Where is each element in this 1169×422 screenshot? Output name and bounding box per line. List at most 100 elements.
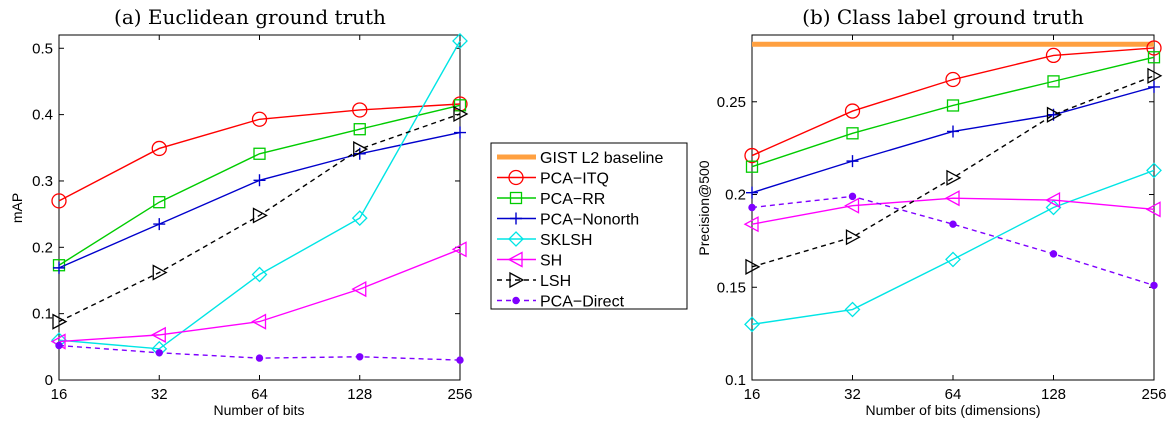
series-line (58, 104, 461, 266)
legend-box (490, 142, 688, 310)
y-tick-label: 0.1 (32, 306, 53, 323)
series-lsh (52, 105, 469, 330)
series-pca-direct (748, 192, 1158, 290)
x-axis-label: Number of bits (213, 402, 304, 418)
data-point (153, 218, 166, 231)
y-tick-label: 0.4 (32, 107, 53, 124)
data-point (150, 326, 166, 343)
data-point (745, 258, 761, 275)
legend-entry: SKLSH (497, 231, 592, 249)
plot-area-frame (58, 34, 461, 381)
data-point (846, 127, 859, 140)
data-point (844, 197, 860, 214)
y-tick-label: 0.5 (32, 40, 53, 57)
data-point (251, 313, 267, 330)
legend-marker (507, 251, 523, 268)
data-point (1147, 51, 1161, 64)
legend-entry: PCA−Direct (497, 294, 625, 311)
data-point (352, 102, 368, 118)
legend-entry: SH (497, 251, 562, 270)
data-point (152, 264, 168, 281)
data-point (746, 186, 758, 199)
data-point (1145, 201, 1161, 218)
series-line (58, 131, 461, 269)
data-point (253, 147, 266, 160)
legend-marker (510, 212, 522, 225)
legend-marker (509, 271, 525, 289)
chart-title: (a) Euclidean ground truth (114, 5, 386, 29)
data-point (946, 169, 962, 186)
data-point (255, 354, 264, 362)
x-axis-label: Number of bits (dimensions) (865, 402, 1040, 418)
data-point (845, 229, 861, 246)
chart-panel-b: (b) Class label ground truth 0.1 0.15 0.2 0… (696, 5, 1167, 418)
legend-entry: PCA−RR (497, 191, 605, 208)
legend-label: SKLSH (540, 232, 592, 249)
data-point (944, 190, 960, 207)
data-point (55, 341, 63, 350)
x-tick-label: 128 (1041, 386, 1066, 403)
series-sh (50, 241, 467, 350)
legend: GIST L2 baseline PCA−ITQ PCA−RR PCA−Nonorth… (490, 142, 688, 311)
legend-label: PCA−ITQ (540, 171, 609, 188)
y-tick-label: 0.1 (725, 372, 746, 389)
series-line (58, 248, 461, 343)
legend-marker (508, 169, 524, 186)
legend-label: GIST L2 baseline (540, 150, 663, 167)
data-point (351, 281, 367, 298)
data-point (846, 155, 859, 168)
data-point (1146, 40, 1162, 56)
x-tick-label: 256 (1141, 386, 1166, 403)
series-line (751, 195, 1155, 287)
data-point (452, 33, 468, 49)
data-point (947, 125, 959, 138)
data-point (356, 353, 364, 361)
chart-panel-a: (a) Euclidean ground truth 0 0.1 0.2 0.3 0.4… (9, 5, 473, 418)
legend-label: LSH (540, 273, 571, 290)
data-point (744, 147, 760, 164)
series-line (751, 75, 1155, 268)
series-pca-rr (745, 51, 1161, 173)
data-point (151, 140, 167, 157)
data-point (1049, 250, 1058, 258)
x-tick-label: 64 (945, 386, 962, 403)
series-pca-nonorth (746, 80, 1160, 199)
series-sklsh (51, 33, 468, 357)
data-point (748, 203, 756, 212)
x-tick-label: 32 (844, 386, 861, 403)
legend-label: SH (540, 253, 562, 270)
series-line (751, 56, 1155, 168)
data-point (53, 261, 65, 274)
data-point (745, 160, 759, 173)
data-point (52, 313, 68, 330)
data-point (51, 193, 67, 209)
data-point (253, 174, 266, 187)
data-point (353, 141, 369, 158)
data-point (1150, 281, 1158, 290)
series-line (58, 103, 461, 202)
data-point (453, 105, 469, 123)
data-point (848, 192, 857, 201)
y-axis-label: mAP (9, 193, 25, 223)
legend-marker (508, 231, 524, 247)
legend-label: PCA−Direct (540, 294, 625, 311)
data-point (251, 266, 268, 283)
series-line (751, 197, 1155, 225)
data-point (1045, 47, 1062, 64)
data-point (949, 220, 957, 228)
data-point (945, 251, 961, 268)
data-point (1147, 67, 1163, 84)
data-point (945, 71, 961, 88)
legend-label: PCA−RR (540, 191, 605, 208)
y-tick-label: 0.15 (717, 279, 746, 296)
data-point (155, 349, 163, 357)
chart-title: (b) Class label ground truth (802, 5, 1084, 29)
data-point (153, 196, 166, 209)
data-point (844, 301, 861, 318)
series-sh (743, 190, 1161, 233)
series-pca-itq (51, 96, 468, 209)
data-point (251, 111, 268, 127)
series-line (58, 40, 461, 350)
legend-entry: GIST L2 baseline (497, 150, 663, 167)
data-point (744, 316, 760, 333)
